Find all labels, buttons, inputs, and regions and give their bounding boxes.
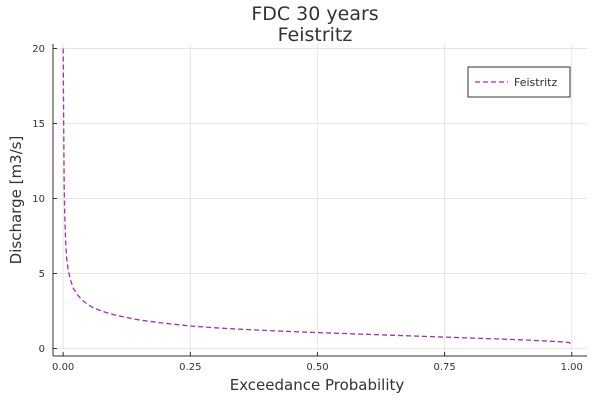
y-tick-label: 10 — [32, 194, 45, 205]
y-tick-label: 20 — [32, 44, 45, 55]
y-axis-label: Discharge [m3/s] — [7, 136, 25, 265]
legend-label-feistritz: Feistritz — [514, 76, 557, 89]
x-axis-label: Exceedance Probability — [230, 376, 405, 394]
series — [62, 48, 573, 346]
y-tick-label: 15 — [32, 119, 45, 130]
y-tick-label: 0 — [39, 344, 45, 355]
x-tick-label: 0.50 — [306, 362, 328, 373]
series-line-feistritz — [62, 48, 573, 346]
legend: Feistritz — [467, 66, 571, 98]
x-tick-label: 0.25 — [179, 362, 201, 373]
y-tick-label: 5 — [39, 269, 45, 280]
grid — [53, 44, 587, 356]
x-tick-label: 0.75 — [433, 362, 455, 373]
x-tick-label: 0.00 — [52, 362, 74, 373]
ticks: 0.00 0.25 0.50 0.75 1.00 0 5 10 15 20 — [32, 44, 583, 373]
x-tick-label: 1.00 — [561, 362, 583, 373]
axes — [52, 44, 587, 357]
chart-subtitle: Feistritz — [278, 24, 353, 46]
chart-title: FDC 30 years — [251, 3, 378, 25]
